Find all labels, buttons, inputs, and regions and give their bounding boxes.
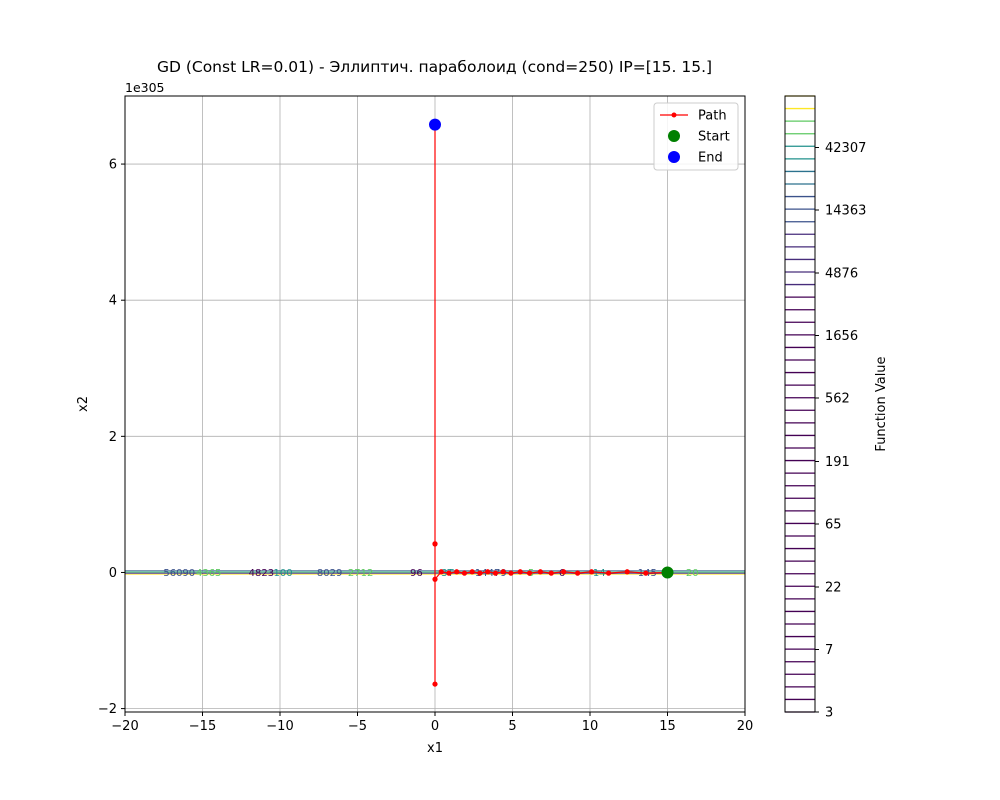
- path-point-18: [454, 569, 460, 575]
- path-point-3: [606, 570, 612, 576]
- legend-end-label: End: [698, 151, 723, 166]
- colorbar: 3 7 22 65 191 562 1656 4876 14363 42307 Function …: [784, 95, 889, 721]
- colorbar-ticks: 3 7 22 65 191 562 1656 4876 14363 42307: [815, 141, 866, 721]
- colorbar-tick-label-7: 4876: [825, 267, 858, 282]
- path-point-15: [477, 570, 483, 576]
- path-point-1: [643, 570, 649, 576]
- path-point-6: [561, 569, 567, 575]
- path-point-12: [500, 569, 506, 575]
- x-tick-label-6: 10: [582, 719, 599, 734]
- contour-label-2: 4823: [249, 568, 274, 579]
- y-offset-text: 1e305: [125, 80, 165, 95]
- contour-label-8: 14479: [475, 568, 507, 579]
- contour-label-4: 8029: [317, 568, 342, 579]
- colorbar-tick-label-6: 1656: [825, 329, 858, 344]
- y-axis-label: x2: [76, 396, 91, 412]
- path-point-11: [508, 570, 514, 576]
- contour-label-3: 100: [274, 568, 293, 579]
- colorbar-tick-label-8: 14363: [825, 204, 866, 219]
- legend-path-marker: [671, 112, 677, 118]
- path-point-13: [492, 570, 499, 576]
- legend-start-label: Start: [698, 130, 730, 145]
- y-tick-label-0: −2: [98, 702, 117, 717]
- path-point-21: [432, 576, 438, 582]
- legend-path-label: Path: [698, 109, 727, 124]
- colorbar-lines: [785, 95, 815, 713]
- y-axis: −2 0 2 4 6: [98, 158, 125, 717]
- path-point-23: [432, 681, 438, 687]
- path-point-4: [588, 569, 595, 575]
- colorbar-frame: [784, 95, 816, 713]
- x-tick-label-4: 0: [431, 719, 439, 734]
- contour-label-1: 4365: [196, 568, 221, 579]
- path-point-19: [446, 570, 452, 576]
- contour-label-6: 96: [410, 568, 423, 579]
- colorbar-tick-label-0: 3: [825, 706, 833, 721]
- y-tick-label-3: 4: [109, 294, 117, 309]
- path-point-5: [575, 570, 581, 576]
- path-point-7: [548, 570, 554, 576]
- x-tick-label-3: −5: [348, 719, 367, 734]
- x-tick-label-7: 15: [659, 719, 676, 734]
- path-point-24: [432, 541, 438, 547]
- start-marker: [661, 566, 674, 579]
- colorbar-tick-label-3: 65: [825, 518, 842, 533]
- legend-start-marker: [668, 130, 680, 142]
- contour-label-13: 20: [686, 568, 699, 579]
- contour-label-11: 14: [593, 568, 606, 579]
- colorbar-tick-label-1: 7: [825, 643, 833, 658]
- x-tick-label-0: −20: [111, 719, 138, 734]
- x-tick-label-1: −15: [189, 719, 216, 734]
- contour-label-0: 56090: [163, 568, 195, 579]
- plot-area: 560904365482310080292712963T144795614145…: [124, 95, 746, 713]
- y-tick-label-4: 6: [109, 158, 117, 173]
- path-point-20: [438, 569, 444, 575]
- chart-title: GD (Const LR=0.01) - Эллиптич. параболои…: [157, 58, 712, 76]
- y-tick-label-1: 0: [109, 566, 117, 581]
- path-point-14: [485, 569, 491, 575]
- colorbar-tick-label-5: 562: [825, 392, 850, 407]
- path-layer: [429, 118, 674, 687]
- colorbar-tick-label-2: 22: [825, 581, 842, 596]
- legend: Path Start End: [653, 102, 739, 171]
- path-point-10: [517, 569, 523, 575]
- x-tick-label-2: −10: [266, 719, 293, 734]
- x-axis: −20 −15 −10 −5 0 5 10 15 20: [111, 712, 753, 734]
- path-point-16: [469, 569, 475, 575]
- path-point-17: [461, 570, 468, 576]
- path-point-2: [624, 569, 630, 575]
- colorbar-tick-label-4: 191: [825, 455, 850, 470]
- end-marker: [429, 118, 441, 131]
- colorbar-label: Function Value: [874, 356, 889, 451]
- colorbar-background: [785, 96, 815, 712]
- path-point-8: [537, 569, 544, 575]
- x-axis-label: x1: [427, 741, 443, 756]
- x-tick-label-8: 20: [737, 719, 754, 734]
- contour-label-5: 2712: [348, 568, 373, 579]
- legend-end-marker: [668, 151, 680, 163]
- x-tick-label-5: 5: [508, 719, 516, 734]
- colorbar-tick-label-9: 42307: [825, 141, 866, 156]
- path-point-9: [526, 570, 533, 576]
- y-tick-label-2: 2: [109, 430, 117, 445]
